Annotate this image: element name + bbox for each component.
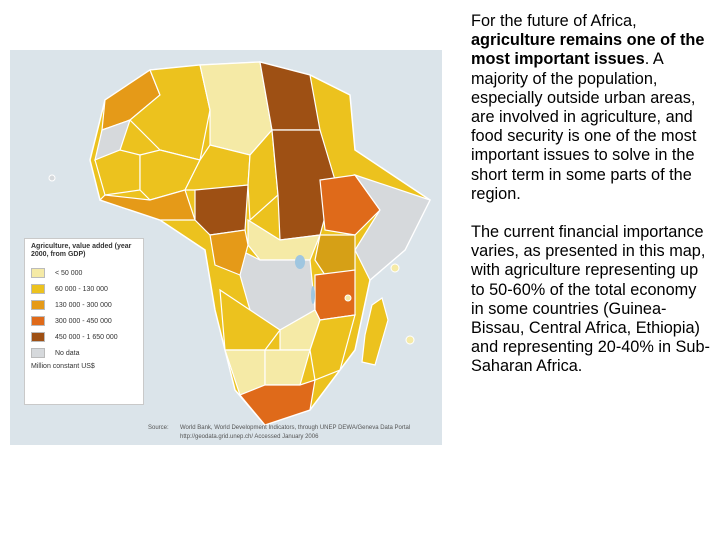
legend-item: 60 000 - 130 000 — [31, 281, 137, 297]
description-text: For the future of Africa, agriculture re… — [471, 12, 711, 377]
legend-item: 130 000 - 300 000 — [31, 297, 137, 313]
region-cameroon — [209, 229, 249, 276]
region-west-coast — [98, 189, 196, 221]
legend-label: 450 000 - 1 650 000 — [55, 333, 118, 341]
lake-tanganyika — [311, 286, 315, 304]
legend-swatch — [31, 300, 45, 310]
paragraph-1-emphasis: agriculture remains one of the most impo… — [471, 31, 705, 69]
legend-label: 130 000 - 300 000 — [55, 301, 112, 309]
source-line-2: http://geodata.grid.unep.ch/ Accessed Ja… — [180, 434, 319, 440]
region-chad — [247, 128, 279, 222]
region-nigeria — [194, 184, 249, 236]
island-comoros — [344, 294, 352, 302]
africa-map-svg — [48, 61, 431, 426]
legend-label: 300 000 - 450 000 — [55, 317, 112, 325]
legend-label: No data — [55, 349, 80, 357]
legend-swatch — [31, 348, 45, 358]
legend-swatch — [31, 268, 45, 278]
legend-title: Agriculture, value added (year 2000, fro… — [31, 243, 132, 258]
legend-swatch — [31, 284, 45, 294]
region-angola — [219, 288, 281, 351]
island-mauritius — [405, 335, 415, 345]
paragraph-1-end: . A majority of the population, especial… — [471, 50, 697, 203]
legend-item: No data — [31, 345, 137, 361]
map-legend: Agriculture, value added (year 2000, fro… — [24, 238, 144, 405]
legend-label: 60 000 - 130 000 — [55, 285, 108, 293]
paragraph-2: The current financial importance varies,… — [471, 223, 710, 376]
africa-map: Agriculture, value added (year 2000, fro… — [10, 50, 442, 445]
island-cape-verde — [48, 174, 56, 182]
legend-item: 300 000 - 450 000 — [31, 313, 137, 329]
island-seychelles — [390, 263, 400, 273]
paragraph-1-start: For the future of Africa, — [471, 12, 637, 30]
lake-victoria — [295, 255, 305, 269]
legend-footer: Million constant US$ — [31, 363, 95, 370]
region-somalia — [353, 173, 431, 281]
region-libya — [199, 61, 273, 156]
region-mozambique — [309, 314, 356, 381]
legend-item: 450 000 - 1 650 000 — [31, 329, 137, 345]
region-madagascar — [361, 297, 389, 366]
source-label: Source: — [148, 425, 169, 431]
legend-swatch — [31, 332, 45, 342]
legend-item: < 50 000 — [31, 265, 137, 281]
legend-label: < 50 000 — [55, 269, 83, 277]
source-text: World Bank, World Development Indicators… — [180, 424, 450, 442]
region-kenya — [314, 234, 356, 276]
legend-swatch — [31, 316, 45, 326]
source-line-1: World Bank, World Development Indicators… — [180, 425, 411, 431]
paragraph-1: For the future of Africa, agriculture re… — [471, 12, 711, 204]
region-south-africa — [239, 379, 316, 426]
